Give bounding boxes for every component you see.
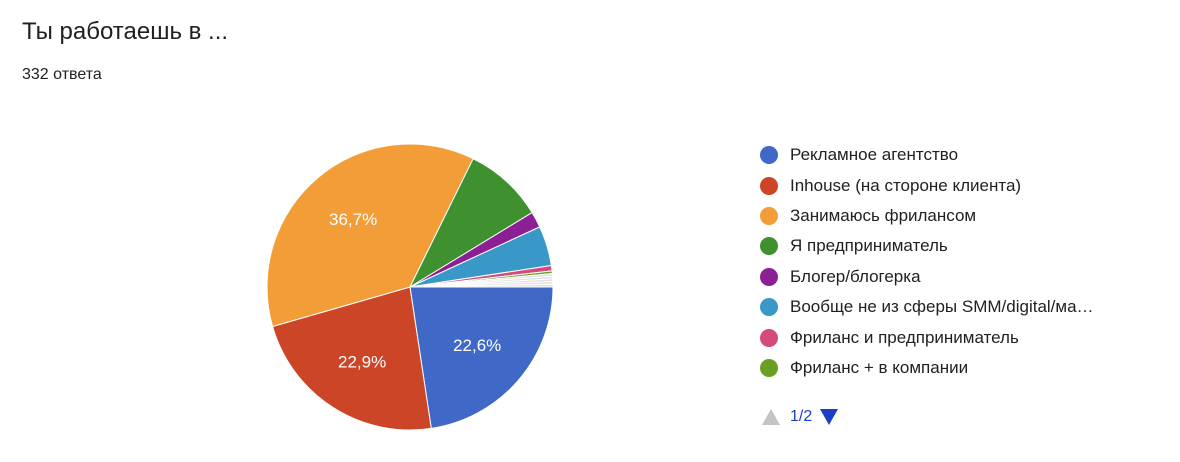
prev-page-icon	[762, 409, 780, 425]
pie-slice-2[interactable]	[266, 143, 474, 328]
slice-label-2: 36,7%	[329, 210, 377, 229]
response-count: 332 ответа	[22, 66, 102, 83]
legend-item-2: Занимаюсь фрилансом	[760, 201, 1094, 231]
page-indicator: 1/2	[790, 408, 813, 425]
legend-dot-0	[760, 146, 778, 165]
legend-label-5: Вообще не из сферы SMM/digital/ма…	[790, 297, 1094, 317]
legend-item-5: Вообще не из сферы SMM/digital/ма…	[760, 292, 1094, 322]
legend-label-2: Занимаюсь фрилансом	[790, 205, 977, 225]
next-page-button[interactable]	[820, 409, 839, 425]
legend-dot-1	[760, 176, 778, 195]
legend-item-1: Inhouse (на стороне клиента)	[760, 170, 1094, 200]
legend-label-1: Inhouse (на стороне клиента)	[790, 175, 1022, 195]
legend-dot-3	[760, 237, 778, 256]
legend-dot-7	[760, 358, 778, 377]
legend-dot-6	[760, 328, 778, 347]
slice-label-0: 22,6%	[453, 336, 501, 355]
slice-label-1: 22,9%	[338, 353, 386, 372]
legend-pager: 1/2	[762, 408, 839, 426]
legend-label-4: Блогер/блогерка	[790, 266, 921, 286]
pie-slice-3[interactable]	[408, 158, 533, 289]
legend-label-7: Фриланс + в компании	[790, 357, 969, 377]
legend: Рекламное агентство Inhouse (на стороне …	[760, 140, 1094, 383]
chart-title: Ты работаешь в ...	[22, 18, 229, 45]
legend-label-6: Фриланс и предприниматель	[790, 327, 1019, 347]
legend-item-3: Я предприниматель	[760, 231, 1094, 261]
pie-slice-12[interactable]	[409, 283, 554, 288]
legend-item-4: Блогер/блогерка	[760, 262, 1094, 292]
legend-dot-4	[760, 267, 778, 286]
pie-slice-0[interactable]	[409, 286, 554, 429]
pie-slice-1[interactable]	[271, 286, 432, 431]
legend-dot-2	[760, 206, 778, 225]
legend-label-3: Я предприниматель	[790, 236, 948, 256]
legend-dot-5	[760, 298, 778, 317]
legend-item-0: Рекламное агентство	[760, 140, 1094, 170]
pie-chart: 22,6% 22,9% 36,7%	[266, 143, 554, 431]
legend-label-0: Рекламное агентство	[790, 145, 959, 165]
legend-item-7: Фриланс + в компании	[760, 353, 1094, 383]
legend-item-6: Фриланс и предприниматель	[760, 322, 1094, 352]
